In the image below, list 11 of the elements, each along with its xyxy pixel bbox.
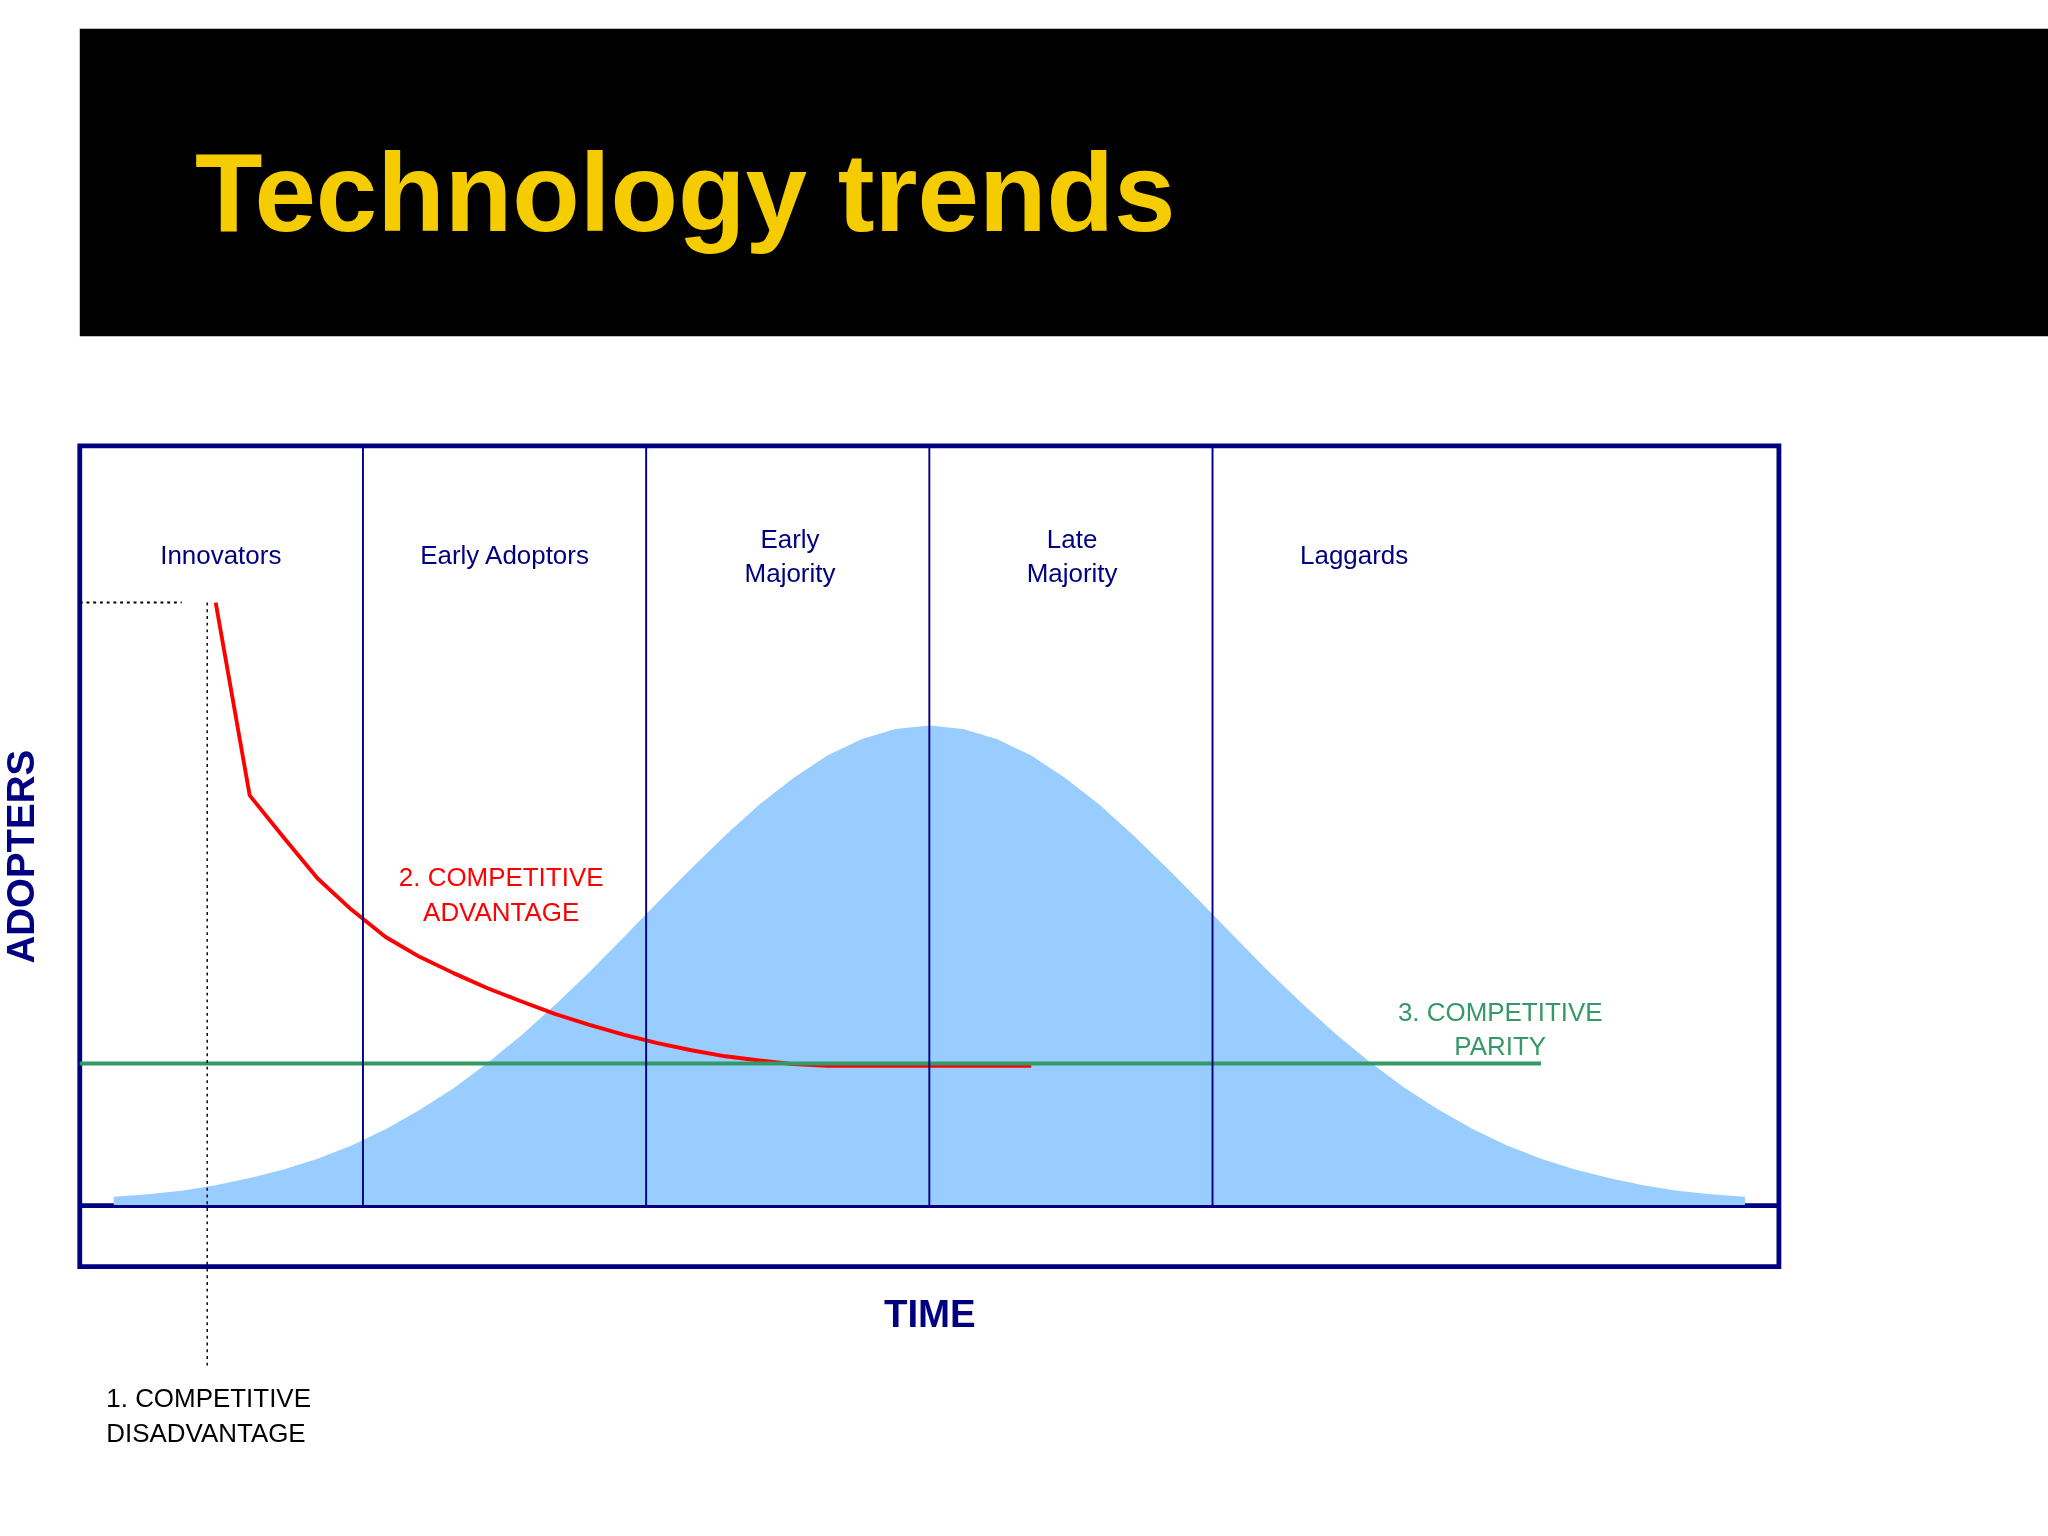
y-axis-title: ADOPTERS [0,749,43,964]
text: Early Adoptors [420,541,589,570]
text: Laggards [1300,541,1409,570]
chart-title: Technology trends [195,130,1176,254]
text: 1. COMPETITIVE DISADVANTAGE [106,1383,311,1447]
x-axis-title: TIME [883,1291,976,1335]
annotation: 2. COMPETITIVE ADVANTAGE [398,863,604,926]
annotation: 3. COMPETITIVE PARITY [1397,997,1603,1061]
text: Innovators [160,541,282,570]
text: Early Majority [744,524,836,588]
text: Late Majority [1026,524,1118,588]
